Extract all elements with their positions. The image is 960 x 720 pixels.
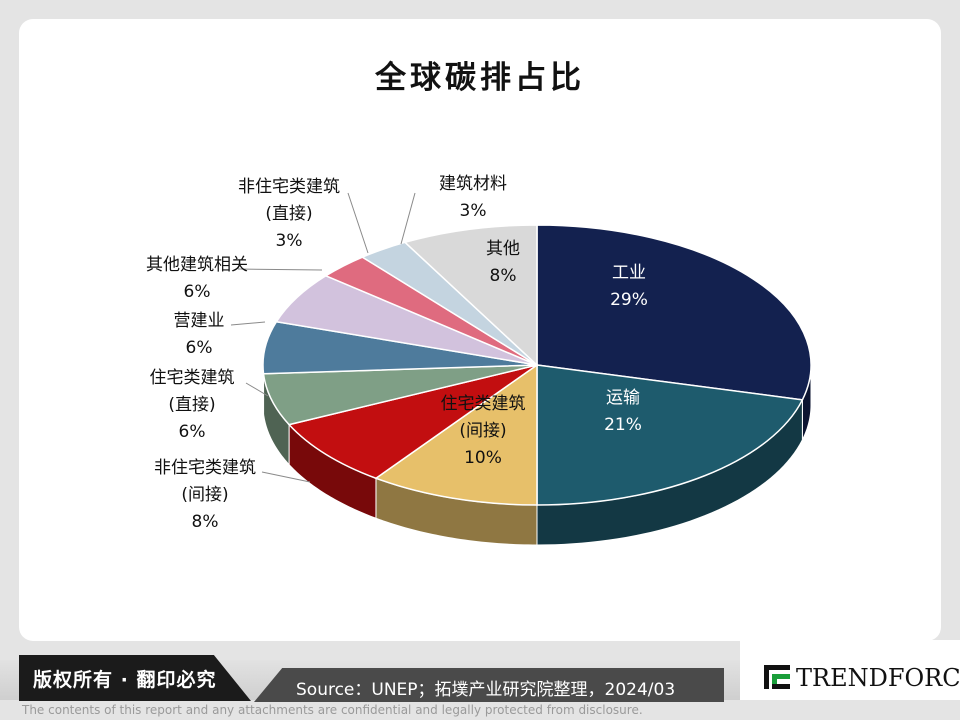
slice-label-1: 工业 29% <box>610 263 648 310</box>
source-bar: Source：UNEP；拓墣产业研究院整理，2024/03 <box>254 668 724 702</box>
slice-label-6: 营建业 6% <box>174 311 225 358</box>
slice-label-4: 非住宅类建筑(间接) 8% <box>154 458 256 532</box>
slice-label-2: 运输 21% <box>604 388 642 435</box>
pie-slice-1 <box>536 224 812 401</box>
chart-title: 全球碳排占比 <box>375 60 585 96</box>
pie-labels: 工业 29% 运输 21% 住宅类建筑(间接) 10% 非住宅类建筑(间接) 8% 住宅类建筑(… <box>146 174 648 532</box>
trendforce-logo-text: TRENDFORCE <box>796 664 960 692</box>
pie-slice-2 <box>536 364 804 506</box>
slice-label-10: 其他 8% <box>486 239 520 286</box>
copyright-badge: 版权所有 · 翻印必究 <box>19 655 251 701</box>
slice-label-8: 非住宅类建筑(直接) 3% <box>238 177 340 251</box>
slice-label-9: 建筑材料 3% <box>439 174 507 221</box>
pie-slice-3 <box>374 363 538 506</box>
leader-line-9 <box>400 192 416 245</box>
trendforce-logo: TRENDFORCE <box>740 640 960 700</box>
trendforce-logo-icon <box>764 665 790 689</box>
pie-chart: 工业 29% 运输 21% 住宅类建筑(间接) 10% 非住宅类建筑(间接) 8% 住宅类建筑(… <box>146 174 812 546</box>
leader-line-6 <box>230 321 266 326</box>
pie-slice-4 <box>287 364 538 480</box>
source-text: Source：UNEP；拓墣产业研究院整理，2024/03 <box>296 680 676 700</box>
leader-line-7 <box>237 268 323 271</box>
leader-line-8 <box>347 192 369 254</box>
leader-line-4 <box>261 471 311 483</box>
disclaimer: The contents of this report and any atta… <box>22 703 643 717</box>
copyright-text: 版权所有 · 翻印必究 <box>33 669 217 691</box>
slice-label-5: 住宅类建筑(直接) 6% <box>150 368 235 442</box>
leader-line-5 <box>245 382 269 397</box>
pie-slices <box>262 224 812 506</box>
slice-label-3: 住宅类建筑(间接) 10% <box>441 394 526 468</box>
pie-slice-10 <box>403 224 538 367</box>
slice-label-7: 其他建筑相关 6% <box>146 255 248 302</box>
